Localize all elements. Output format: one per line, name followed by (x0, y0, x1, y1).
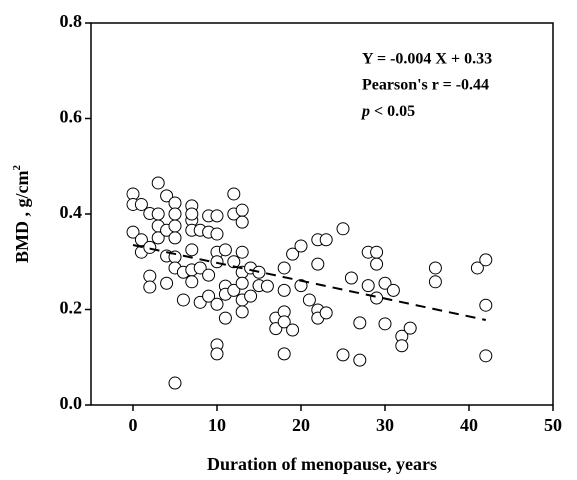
p-symbol: p (360, 103, 370, 120)
point (193, 261, 207, 275)
y-tick-label: 0.8 (60, 11, 83, 31)
point (378, 276, 392, 290)
point (386, 283, 400, 297)
point (168, 207, 182, 221)
point (361, 279, 375, 293)
point (160, 276, 174, 290)
point (143, 280, 157, 294)
point (319, 306, 333, 320)
point (143, 269, 157, 283)
point (353, 316, 367, 330)
point (210, 297, 224, 311)
point (336, 348, 350, 362)
point (244, 289, 258, 303)
point (210, 227, 224, 241)
point (428, 275, 442, 289)
point (210, 209, 224, 223)
point (235, 305, 249, 319)
point (202, 268, 216, 282)
point (336, 222, 350, 236)
point (185, 275, 199, 289)
point (277, 261, 291, 275)
point (269, 322, 283, 336)
point (176, 293, 190, 307)
point (235, 276, 249, 290)
fit-line (132, 244, 487, 321)
point (185, 243, 199, 257)
point (277, 347, 291, 361)
point (344, 271, 358, 285)
point (302, 293, 316, 307)
point (370, 245, 384, 259)
point (202, 289, 216, 303)
y-label-text: BMD , g/cm (12, 171, 32, 263)
annotation: p < 0.05 (360, 103, 415, 120)
x-tick-label: 0 (129, 415, 138, 435)
point (126, 225, 140, 239)
point (227, 283, 241, 297)
point (151, 207, 165, 221)
y-tick-label: 0.6 (60, 107, 83, 127)
point (210, 347, 224, 361)
point (235, 203, 249, 217)
point (470, 261, 484, 275)
point (218, 243, 232, 257)
point (151, 231, 165, 245)
y-tick-label: 0.0 (60, 393, 83, 413)
x-axis-label: Duration of menopause, years (207, 454, 437, 474)
x-tick-label: 20 (292, 415, 310, 435)
point (294, 279, 308, 293)
point (353, 353, 367, 367)
point (286, 323, 300, 337)
point (218, 311, 232, 325)
point (370, 291, 384, 305)
point (168, 196, 182, 210)
x-tick-label: 50 (544, 415, 562, 435)
y-axis-label: BMD , g/cm2 (11, 165, 33, 263)
point (235, 215, 249, 229)
point (311, 257, 325, 271)
point (479, 298, 493, 312)
x-tick-label: 30 (376, 415, 394, 435)
point (168, 219, 182, 233)
point (428, 261, 442, 275)
x-tick-label: 40 (460, 415, 478, 435)
point (260, 279, 274, 293)
point (479, 349, 493, 363)
point (286, 247, 300, 261)
point (185, 207, 199, 221)
point (160, 189, 174, 203)
annotation: Pearson's r = -0.44 (362, 77, 489, 94)
point (227, 255, 241, 269)
point (319, 233, 333, 247)
point (210, 255, 224, 269)
p-text: < 0.05 (374, 103, 415, 120)
point (277, 283, 291, 297)
point (395, 339, 409, 353)
point (294, 239, 308, 253)
point (370, 257, 384, 271)
x-tick-label: 10 (208, 415, 226, 435)
point (168, 231, 182, 245)
point (151, 176, 165, 190)
point (168, 376, 182, 390)
annotation: Y = -0.004 X + 0.33 (362, 51, 492, 68)
point (134, 197, 148, 211)
point (143, 240, 157, 254)
point (235, 245, 249, 259)
y-tick-label: 0.4 (60, 202, 83, 222)
point (479, 253, 493, 267)
point (378, 317, 392, 331)
y-tick-label: 0.2 (60, 298, 83, 318)
point (277, 315, 291, 329)
y-label-sup: 2 (11, 165, 23, 171)
point (403, 321, 417, 335)
point (227, 187, 241, 201)
